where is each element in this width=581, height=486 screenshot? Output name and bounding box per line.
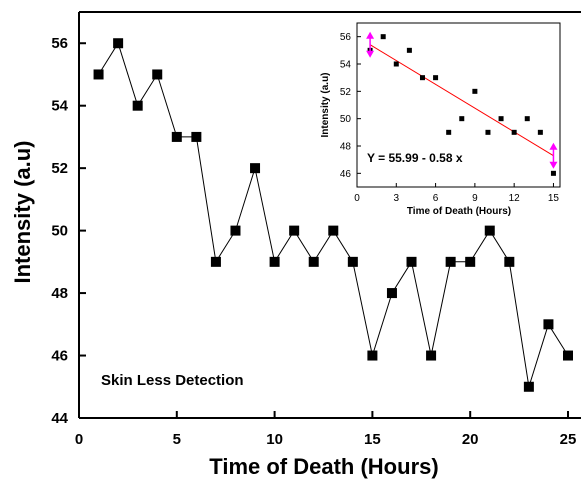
main-data-point [406, 256, 417, 267]
inset-data-point [419, 75, 425, 81]
main-data-point [504, 256, 515, 267]
inset-data-point [406, 47, 412, 53]
inset-y-tick-label: 48 [340, 142, 352, 153]
inset-data-point [537, 129, 543, 135]
inset-data-point [446, 129, 452, 135]
inset-fit-path [369, 44, 554, 157]
inset-data-point [524, 116, 530, 122]
inset-data-point [393, 61, 399, 67]
main-x-tick-label: 25 [560, 431, 577, 448]
error-arrow-head-down [549, 161, 558, 169]
main-data-point [230, 225, 241, 236]
main-data-point [386, 288, 397, 299]
main-y-tick-label: 46 [51, 348, 68, 365]
inset-chart: 0 3 6 9 12 15 46 48 50 52 54 56 Time of Death (Hour… [310, 15, 568, 222]
error-arrow-head-up [366, 31, 375, 39]
inset-data-point [380, 34, 386, 40]
inset-data-point [433, 75, 439, 81]
inset-error-arrow [366, 31, 375, 58]
inset-y-tick-label: 50 [340, 114, 352, 125]
inset-data-point [498, 116, 504, 122]
main-data-point [210, 256, 221, 267]
main-y-tick-label: 56 [51, 35, 68, 52]
inset-x-tick-label: 9 [472, 193, 478, 204]
main-data-point [426, 350, 437, 361]
main-data-point [484, 225, 495, 236]
inset-x-tick-label: 0 [354, 193, 360, 204]
main-data-point [308, 256, 319, 267]
error-arrow-head-down [366, 50, 375, 58]
main-x-tick-label: 0 [75, 431, 83, 448]
inset-y-tick-label: 52 [340, 87, 352, 98]
inset-y-tick-label: 54 [340, 60, 352, 71]
inset-x-tick-label: 15 [548, 193, 560, 204]
main-data-point [132, 100, 143, 111]
main-data-point [563, 350, 573, 361]
main-data-point [152, 69, 163, 80]
inset-series-markers [367, 34, 556, 176]
main-y-tick-label: 50 [51, 223, 68, 240]
main-data-point [347, 256, 358, 267]
inset-x-tick-label: 6 [433, 193, 439, 204]
inset-frame [356, 22, 561, 188]
main-data-point [543, 319, 554, 330]
main-data-point [191, 131, 202, 142]
main-y-axis-label: Intensity (a.u) [10, 140, 35, 283]
main-chart: 0 5 10 15 20 25 44 46 48 50 52 54 56 Time of Death (… [10, 11, 581, 479]
main-y-tick-label: 54 [51, 98, 68, 115]
main-x-tick-label: 20 [462, 431, 479, 448]
main-data-point [445, 256, 456, 267]
inset-error-arrow [549, 142, 558, 169]
main-data-point [523, 381, 534, 392]
main-data-point [465, 256, 476, 267]
inset-data-point [459, 116, 465, 122]
main-data-point [171, 131, 182, 142]
error-arrow-head-up [549, 142, 558, 150]
main-data-point [113, 38, 124, 49]
main-data-point [250, 163, 261, 174]
main-data-point [367, 350, 378, 361]
main-annotation: Skin Less Detection [101, 372, 244, 389]
inset-x-tick-label: 12 [509, 193, 521, 204]
main-ticks: 0 5 10 15 20 25 44 46 48 50 52 54 56 [51, 35, 576, 448]
inset-fit-line [369, 44, 554, 157]
main-y-tick-label: 44 [51, 410, 68, 427]
main-x-tick-label: 15 [364, 431, 381, 448]
inset-data-point [511, 129, 517, 135]
main-y-tick-label: 52 [51, 160, 68, 177]
main-x-tick-label: 10 [266, 431, 283, 448]
main-data-point [289, 225, 300, 236]
main-y-tick-label: 48 [51, 285, 68, 302]
inset-error-arrows [366, 31, 558, 169]
main-x-axis-label: Time of Death (Hours) [209, 454, 438, 479]
main-series-markers [93, 38, 573, 392]
main-data-point [269, 256, 280, 267]
inset-equation: Y = 55.99 - 0.58 x [367, 151, 463, 165]
inset-data-point [472, 88, 478, 94]
main-x-tick-label: 5 [173, 431, 181, 448]
inset-y-axis-label: Intensity (a.u) [320, 72, 331, 137]
inset-y-tick-label: 56 [340, 32, 352, 43]
inset-ticks: 0 3 6 9 12 15 46 48 50 52 54 56 [340, 32, 560, 204]
main-data-point [328, 225, 339, 236]
inset-y-tick-label: 46 [340, 169, 352, 180]
inset-x-axis-label: Time of Death (Hours) [407, 206, 511, 217]
main-data-point [93, 69, 104, 80]
inset-x-tick-label: 3 [394, 193, 400, 204]
inset-data-point [550, 170, 556, 176]
inset-data-point [485, 129, 491, 135]
